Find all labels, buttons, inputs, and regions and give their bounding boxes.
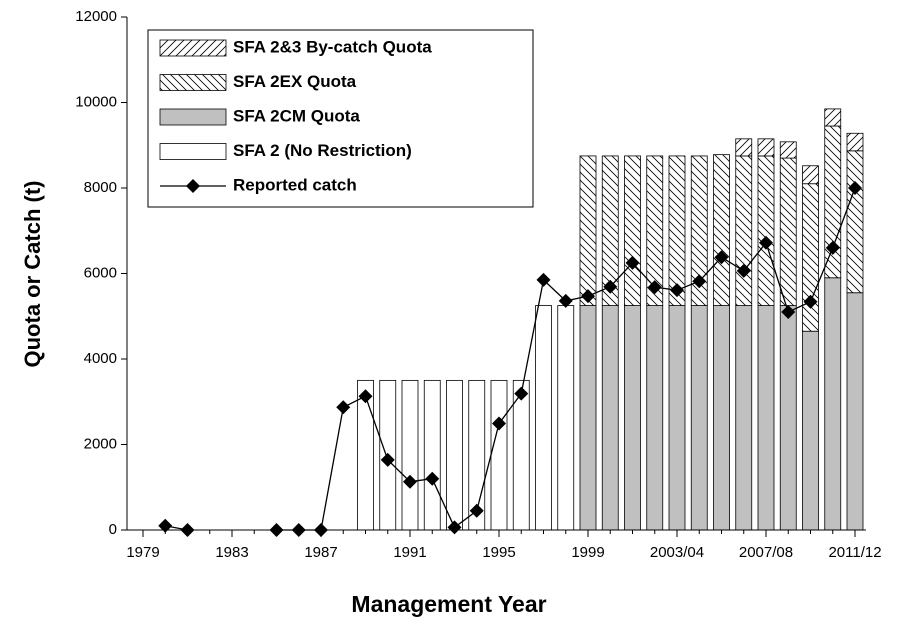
bar [446, 379, 463, 531]
bar [668, 305, 686, 531]
x-tick-label: 1983 [215, 544, 248, 561]
bar [735, 138, 753, 157]
legend-label: SFA 2&3 By-catch Quota [233, 37, 432, 56]
bar [713, 154, 730, 306]
bar [735, 305, 753, 531]
legend-swatch [159, 39, 227, 57]
legend-marker [186, 179, 200, 193]
catch-point [469, 503, 484, 518]
bar [735, 155, 753, 306]
bar [779, 157, 797, 306]
catch-point [514, 386, 529, 401]
catch-point [447, 520, 462, 535]
bar [846, 292, 864, 531]
y-tick-label: 2000 [84, 435, 117, 452]
y-tick-label: 6000 [84, 264, 117, 281]
catch-point [358, 389, 373, 404]
legend-label: SFA 2CM Quota [233, 106, 360, 125]
bar [779, 141, 797, 159]
catch-point [158, 518, 173, 533]
legend-swatch [159, 108, 227, 126]
x-tick-label: 2011/12 [828, 544, 881, 561]
bar [757, 155, 775, 306]
catch-point [692, 274, 707, 289]
catch-point [180, 523, 195, 537]
bar [824, 108, 842, 127]
bar [690, 155, 708, 306]
bar [713, 305, 730, 531]
y-tick-label: 8000 [84, 179, 117, 196]
x-tick-label: 2007/08 [739, 544, 793, 561]
bar [824, 277, 842, 531]
legend-swatch [159, 143, 227, 160]
catch-point [825, 240, 840, 255]
catch-point [581, 289, 595, 304]
catch-point [403, 474, 417, 489]
bar [423, 379, 441, 531]
bar [646, 305, 664, 531]
bar [846, 150, 864, 294]
catch-point [714, 250, 729, 265]
catch-point [625, 255, 640, 270]
y-tick-label: 4000 [84, 350, 117, 367]
x-tick-label: 1995 [482, 544, 515, 561]
bar [757, 305, 775, 531]
catch-point [492, 416, 506, 431]
legend-swatch [159, 74, 227, 91]
legend-label: SFA 2EX Quota [233, 72, 357, 91]
catch-point [759, 235, 773, 250]
catch-point [336, 400, 351, 415]
catch-point [380, 452, 395, 467]
catch-point [803, 294, 818, 309]
bar [579, 155, 597, 306]
bar [690, 305, 708, 531]
bar [646, 155, 664, 306]
bar [802, 330, 819, 531]
catch-point [603, 279, 618, 294]
catch-point [536, 272, 551, 287]
bar [802, 183, 819, 332]
x-tick-label: 1987 [304, 544, 337, 561]
bar [624, 305, 641, 531]
bar [624, 155, 641, 306]
catch-point [314, 523, 328, 537]
catch-point [781, 304, 796, 319]
catch-point [736, 263, 751, 278]
catch-point [670, 283, 684, 298]
y-tick-label: 10000 [75, 93, 117, 110]
bar [601, 305, 619, 531]
legend-label: SFA 2 (No Restriction) [233, 141, 412, 160]
catch-point [269, 523, 284, 537]
x-axis-title: Management Year [351, 591, 546, 617]
catch-point [647, 280, 662, 295]
bar [824, 125, 842, 279]
bar [846, 132, 864, 152]
bar [579, 305, 597, 531]
x-tick-label: 1999 [571, 544, 604, 561]
catch-point [425, 471, 440, 486]
y-tick-label: 0 [109, 521, 117, 538]
catch-point [291, 523, 306, 537]
bar [779, 305, 797, 531]
bar [490, 379, 508, 531]
x-tick-label: 1979 [126, 544, 159, 561]
y-tick-label: 12000 [75, 8, 117, 25]
y-axis-title: Quota or Catch (t) [20, 181, 45, 368]
bar [757, 138, 775, 157]
x-tick-label: 2003/04 [650, 544, 704, 561]
bar [512, 379, 530, 531]
bar [401, 379, 419, 531]
legend: SFA 2&3 By-catch Quota SFA 2EX Quota SFA 2… [147, 29, 534, 208]
bar [802, 165, 819, 185]
bar [557, 305, 575, 531]
bar [535, 305, 552, 531]
bar [668, 155, 686, 306]
bar [601, 155, 619, 306]
legend-label: Reported catch [233, 175, 357, 194]
catch-point [848, 181, 862, 195]
catch-point [558, 293, 573, 308]
x-tick-label: 1991 [393, 544, 426, 561]
